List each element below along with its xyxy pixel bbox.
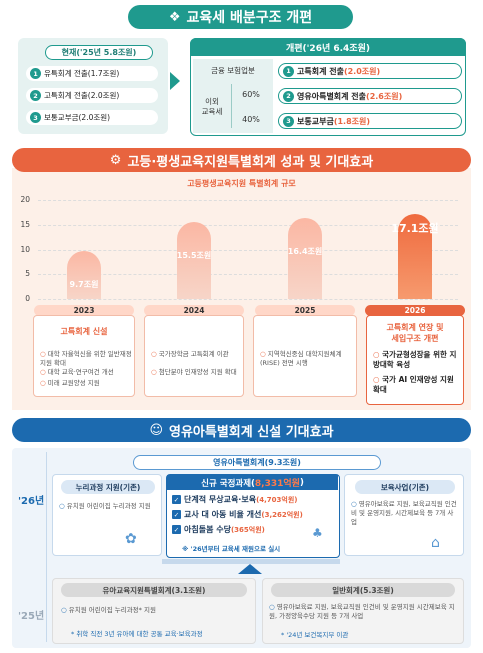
number-badge: 2: [283, 90, 294, 102]
current-item-text: 보통교부금(2.0조원): [44, 113, 111, 122]
connector: [162, 559, 340, 564]
task-amount: (3,262억원): [261, 510, 303, 519]
section1-title: 교육세 배분구조 개편: [186, 10, 313, 26]
new-task-amount: 8,331억원: [254, 479, 300, 489]
school-bag-icon: ❖: [168, 9, 181, 25]
year-divider: [46, 452, 47, 642]
number-badge: 1: [30, 68, 41, 79]
card-2025: 지역혁신중심 대학지원체계 (RISE) 전면 시행: [253, 315, 357, 397]
new-task-card: 신규 국정과제( 8,331억원 ): [166, 474, 340, 558]
task-text: 단계적 무상교육·보육: [184, 495, 257, 504]
other-label-1: 이외: [205, 97, 219, 106]
card-bullet: 지역혁신중심 대학지원체계 (RISE) 전면 시행: [260, 350, 354, 368]
card-bullet: 국가 AI 인재양성 지원 확대: [373, 375, 463, 395]
new-task-header: 신규 국정과제( 8,331억원 ): [167, 475, 338, 490]
pct-60: 60%: [242, 90, 260, 99]
section1-banner: ❖ 교육세 배분구조 개편: [128, 5, 353, 29]
divider: [231, 84, 232, 128]
card-bullet: 대학 자율혁신을 위한 일반재정지원 확대: [40, 350, 132, 368]
reform-item-text: 보통교부금: [297, 116, 334, 126]
card-bullet: 대학 교육·연구여건 개선: [40, 368, 132, 377]
card-title-2: 세입구조 개편: [391, 334, 439, 343]
reform-item-amount: (2.0조원): [343, 66, 381, 76]
card-bullet: 국가장학금 고특회계 이관: [151, 350, 241, 359]
current-item-1: 1 유특회계 전출(1.7조원): [26, 66, 158, 81]
infant-account-pill: 영유아특별회계(9.3조원): [133, 455, 381, 470]
check-icon: ✓: [172, 510, 181, 519]
finance-label: 금융 보험업분: [211, 66, 255, 75]
childcare-bullet: 영유아보육료 지원, 보육교직원 인건비 및 운영지원, 시간제보육 등 7개 …: [351, 500, 457, 526]
current-item-text: 고특회계 전출(2.0조원): [44, 91, 120, 100]
task-note: ※ '26년부터 교육세 재원으로 실시: [182, 545, 281, 553]
children-icon: ✿: [125, 531, 137, 547]
task-amount: (4,703억원): [256, 495, 298, 504]
childcare-header: 보육사업(기존): [355, 480, 455, 494]
year-26-label: '26년: [18, 496, 45, 507]
reform-item-text: 영유아특별회계 전출: [297, 91, 367, 101]
reform-item-text: 고특회계 전출: [297, 66, 344, 76]
task-item-2: ✓ 교사 대 아동 비율 개선 (3,262억원): [172, 509, 303, 520]
reform-item-amount: (1.8조원): [333, 116, 371, 126]
section3-title: 영유아특별회계 신설 기대효과: [169, 424, 334, 440]
card-2026: 고특회계 연장 및 세입구조 개편 국가균형성장을 위한 지방대학 육성 국가 …: [366, 315, 464, 405]
new-task-header-prefix: 신규 국정과제(: [201, 478, 255, 489]
pct-40: 40%: [242, 115, 260, 124]
card-2024: 국가장학금 고특회계 이관 첨단분야 인재양성 지원 확대: [144, 315, 244, 397]
early-edu-bullet: 유치원 어린이집 누리과정* 지원: [61, 606, 249, 615]
gear-icon: ⚙: [109, 152, 122, 168]
card-bullet: 미래 교원양성 지원: [40, 379, 132, 388]
section3-banner: ☺ 영유아특별회계 신설 기대효과: [12, 418, 471, 442]
card-bullet: 국가균형성장을 위한 지방대학 육성: [373, 350, 463, 370]
card-title: 고특회계 신설: [60, 327, 108, 336]
other-label-2: 교육세: [201, 107, 223, 116]
task-item-1: ✓ 단계적 무상교육·보육 (4,703억원): [172, 494, 298, 505]
reform-item-3: 3 보통교부금 (1.8조원): [278, 113, 462, 129]
early-edu-note: * 취학 직전 3년 유아에 대한 공통 교육·보육과정: [71, 630, 203, 638]
parent-child-icon: ♣: [312, 526, 323, 540]
task-text: 교사 대 아동 비율 개선: [184, 510, 262, 519]
reform-label-panel: [193, 59, 273, 133]
new-task-header-suffix: ): [299, 477, 304, 488]
section2-title: 고등·평생교육지원특별회계 성과 및 기대효과: [127, 154, 374, 170]
childcare-card: 보육사업(기존) 영유아보육료 지원, 보육교직원 인건비 및 운영지원, 시간…: [344, 474, 464, 556]
check-icon: ✓: [172, 495, 181, 504]
section2-banner: ⚙ 고등·평생교육지원특별회계 성과 및 기대효과: [12, 148, 471, 172]
current-item-2: 2 고특회계 전출(2.0조원): [26, 88, 158, 103]
early-edu-card: 유아교육지원특별회계(3.1조원) 유치원 어린이집 누리과정* 지원 * 취학…: [52, 578, 256, 644]
arrow-up-icon: [238, 564, 262, 574]
year-25-label: '25년: [18, 611, 45, 622]
current-item-3: 3 보통교부금(2.0조원): [26, 110, 158, 125]
nuri-bullet: 유치원 어린이집 누리과정 지원: [59, 502, 157, 511]
task-text: 아침돌봄 수당: [184, 525, 231, 534]
house-icon: ⌂: [431, 535, 440, 551]
reform-item-2: 2 영유아특별회계 전출 (2.6조원): [278, 88, 462, 104]
general-account-header: 일반회계(5.3조원): [271, 583, 455, 597]
baby-icon: ☺: [149, 422, 163, 438]
reform-header: 개편('26년 6.4조원): [190, 38, 466, 56]
task-item-3: ✓ 아침돌봄 수당 (365억원): [172, 524, 265, 535]
reform-item-1: 1 고특회계 전출 (2.0조원): [278, 63, 462, 79]
card-bullet: 첨단분야 인재양성 지원 확대: [151, 368, 241, 377]
number-badge: 3: [30, 112, 41, 123]
arrow-right-icon: [170, 72, 180, 90]
check-icon: ✓: [172, 525, 181, 534]
general-account-bullet: 영유아보육료 지원, 보육교직원 인건비 및 운영지원 시간제보육 지원, 가정…: [269, 603, 461, 621]
chart-title: 고등평생교육지원 특별회계 규모: [187, 179, 296, 188]
task-amount: (365억원): [230, 525, 265, 534]
current-header: 현재('25년 5.8조원): [45, 45, 153, 60]
early-edu-header: 유아교육지원특별회계(3.1조원): [61, 583, 247, 597]
card-2023: 고특회계 신설 대학 자율혁신을 위한 일반재정지원 확대 대학 교육·연구여건…: [33, 315, 135, 397]
general-account-card: 일반회계(5.3조원) 영유아보육료 지원, 보육교직원 인건비 및 운영지원 …: [262, 578, 464, 644]
general-account-note: * '24년 보건복지부 이관: [281, 631, 349, 639]
reform-item-amount: (2.6조원): [366, 91, 403, 101]
card-title: 고특회계 연장 및: [386, 323, 444, 332]
nuri-header: 누리과정 지원(기존): [61, 480, 155, 494]
number-badge: 3: [283, 115, 294, 127]
number-badge: 1: [283, 65, 294, 77]
number-badge: 2: [30, 90, 41, 101]
current-item-text: 유특회계 전출(1.7조원): [44, 69, 120, 78]
nuri-card: 누리과정 지원(기존) 유치원 어린이집 누리과정 지원 ✿: [52, 474, 162, 556]
